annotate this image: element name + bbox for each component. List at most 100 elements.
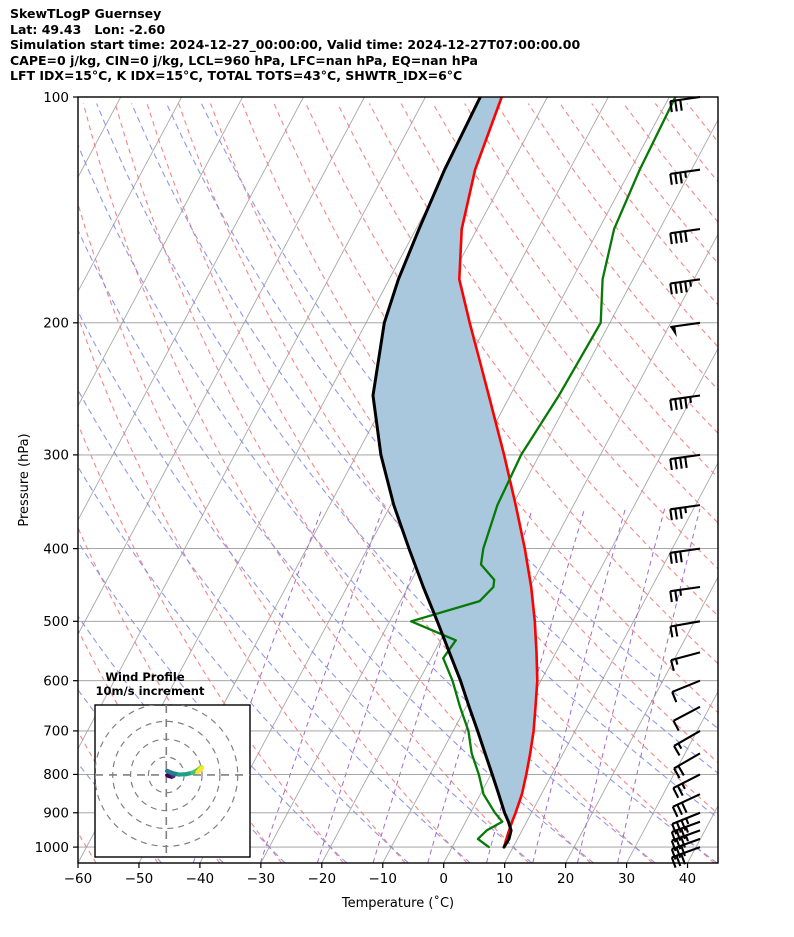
barb-half [684, 171, 688, 178]
barb-full [675, 838, 682, 850]
wind-barb [669, 168, 701, 185]
parcel-curve [458, 97, 539, 849]
barb-full [679, 457, 683, 469]
x-tick-label: 10 [496, 871, 513, 887]
wind-barb [670, 820, 701, 843]
barb-flag [670, 326, 677, 338]
barb-full [674, 282, 678, 294]
wind-barb [669, 585, 701, 603]
x-tick-label: −60 [64, 871, 93, 887]
isotherm [321, 119, 718, 863]
barb-full [684, 397, 688, 409]
wind-barb [670, 837, 701, 860]
isotherm [565, 576, 718, 863]
wind-barb [669, 620, 701, 638]
barb-full [684, 231, 688, 243]
barb-half [677, 742, 683, 750]
wind-barb [670, 829, 701, 852]
header-latlon: Lat: 49.43 Lon: -2.60 [10, 21, 166, 37]
mixing-ratio [617, 508, 701, 863]
isotherm [78, 97, 426, 750]
dry-adiabat [82, 103, 530, 863]
profile-curves [371, 97, 677, 849]
moist-adiabat [78, 541, 348, 863]
x-tick-label: −10 [369, 871, 398, 887]
barb-full [674, 398, 678, 411]
wind-barb [673, 752, 701, 779]
y-tick-label: 800 [43, 767, 69, 783]
cape-shading [373, 97, 538, 848]
dewpoint-curve [409, 97, 677, 849]
barb-full [669, 233, 673, 245]
hodograph-inner [95, 705, 250, 857]
barb-shaft [672, 773, 701, 789]
barb-full [675, 829, 682, 841]
cape-area [373, 97, 538, 848]
barb-full [674, 100, 678, 112]
y-axis-label: Pressure (hPa) [17, 433, 32, 526]
barb-full [669, 173, 673, 185]
barb-half [685, 818, 690, 825]
moist-adiabat [78, 465, 409, 863]
wind-barb [671, 679, 701, 703]
wind-barb [673, 730, 701, 756]
barb-full [676, 804, 683, 816]
isotherm [78, 97, 304, 522]
y-tick-label: 500 [43, 614, 69, 630]
barb-shaft [671, 679, 701, 693]
isotherm [626, 690, 718, 863]
header-title: SkewTLogP Guernsey [10, 6, 162, 21]
mixing-ratio [532, 508, 626, 863]
barb-full [680, 828, 686, 840]
barb-half [674, 658, 679, 665]
x-axis-label: Temperature (˚C) [341, 895, 454, 911]
barb-full [679, 281, 683, 294]
isotherm [504, 461, 718, 863]
barb-full [679, 99, 683, 111]
moist-adiabat [78, 143, 656, 863]
mixing-ratio [259, 508, 384, 863]
moist-adiabat [78, 310, 533, 863]
barb-full [671, 691, 678, 703]
x-tick-label: −20 [308, 871, 337, 887]
barb-full [669, 101, 673, 113]
barb-full [669, 399, 673, 411]
barb-full [679, 551, 683, 563]
barb-full [684, 456, 688, 469]
barb-full [674, 551, 678, 564]
barb-half [681, 783, 686, 790]
x-tick-label: 0 [439, 871, 448, 887]
hodograph-segment [195, 767, 203, 775]
wind-barb [671, 811, 701, 835]
mixing-ratio [576, 508, 666, 863]
moist-adiabat [78, 229, 595, 863]
dry-adiabat [209, 103, 718, 815]
barb-half [679, 589, 683, 596]
barb-full [670, 840, 677, 852]
barb-full [680, 836, 686, 848]
x-tick-label: 40 [679, 871, 696, 887]
header-indices-2: LFT IDX=15°C, K IDX=15°C, TOTAL TOTS=43°… [10, 68, 463, 84]
barb-full [679, 172, 683, 184]
y-tick-label: 900 [43, 806, 69, 822]
barb-half [684, 826, 689, 833]
x-tick-label: −50 [125, 871, 154, 887]
barb-full [671, 806, 679, 818]
barb-full [684, 281, 688, 293]
y-tick-label: 300 [43, 448, 69, 464]
isotherm [748, 97, 794, 863]
wind-barb [669, 547, 701, 564]
barb-shaft [673, 705, 701, 722]
moist-adiabat [166, 103, 718, 774]
barb-full [673, 767, 681, 779]
barb-full [679, 507, 683, 519]
moist-adiabat [130, 103, 718, 819]
header-indices-1: CAPE=0 j/kg, CIN=0 j/kg, LCL=960 hPa, LF… [10, 52, 478, 68]
barb-full [680, 845, 686, 857]
x-tick-label: −30 [247, 871, 276, 887]
barb-full [675, 821, 682, 833]
barb-full [669, 458, 673, 471]
